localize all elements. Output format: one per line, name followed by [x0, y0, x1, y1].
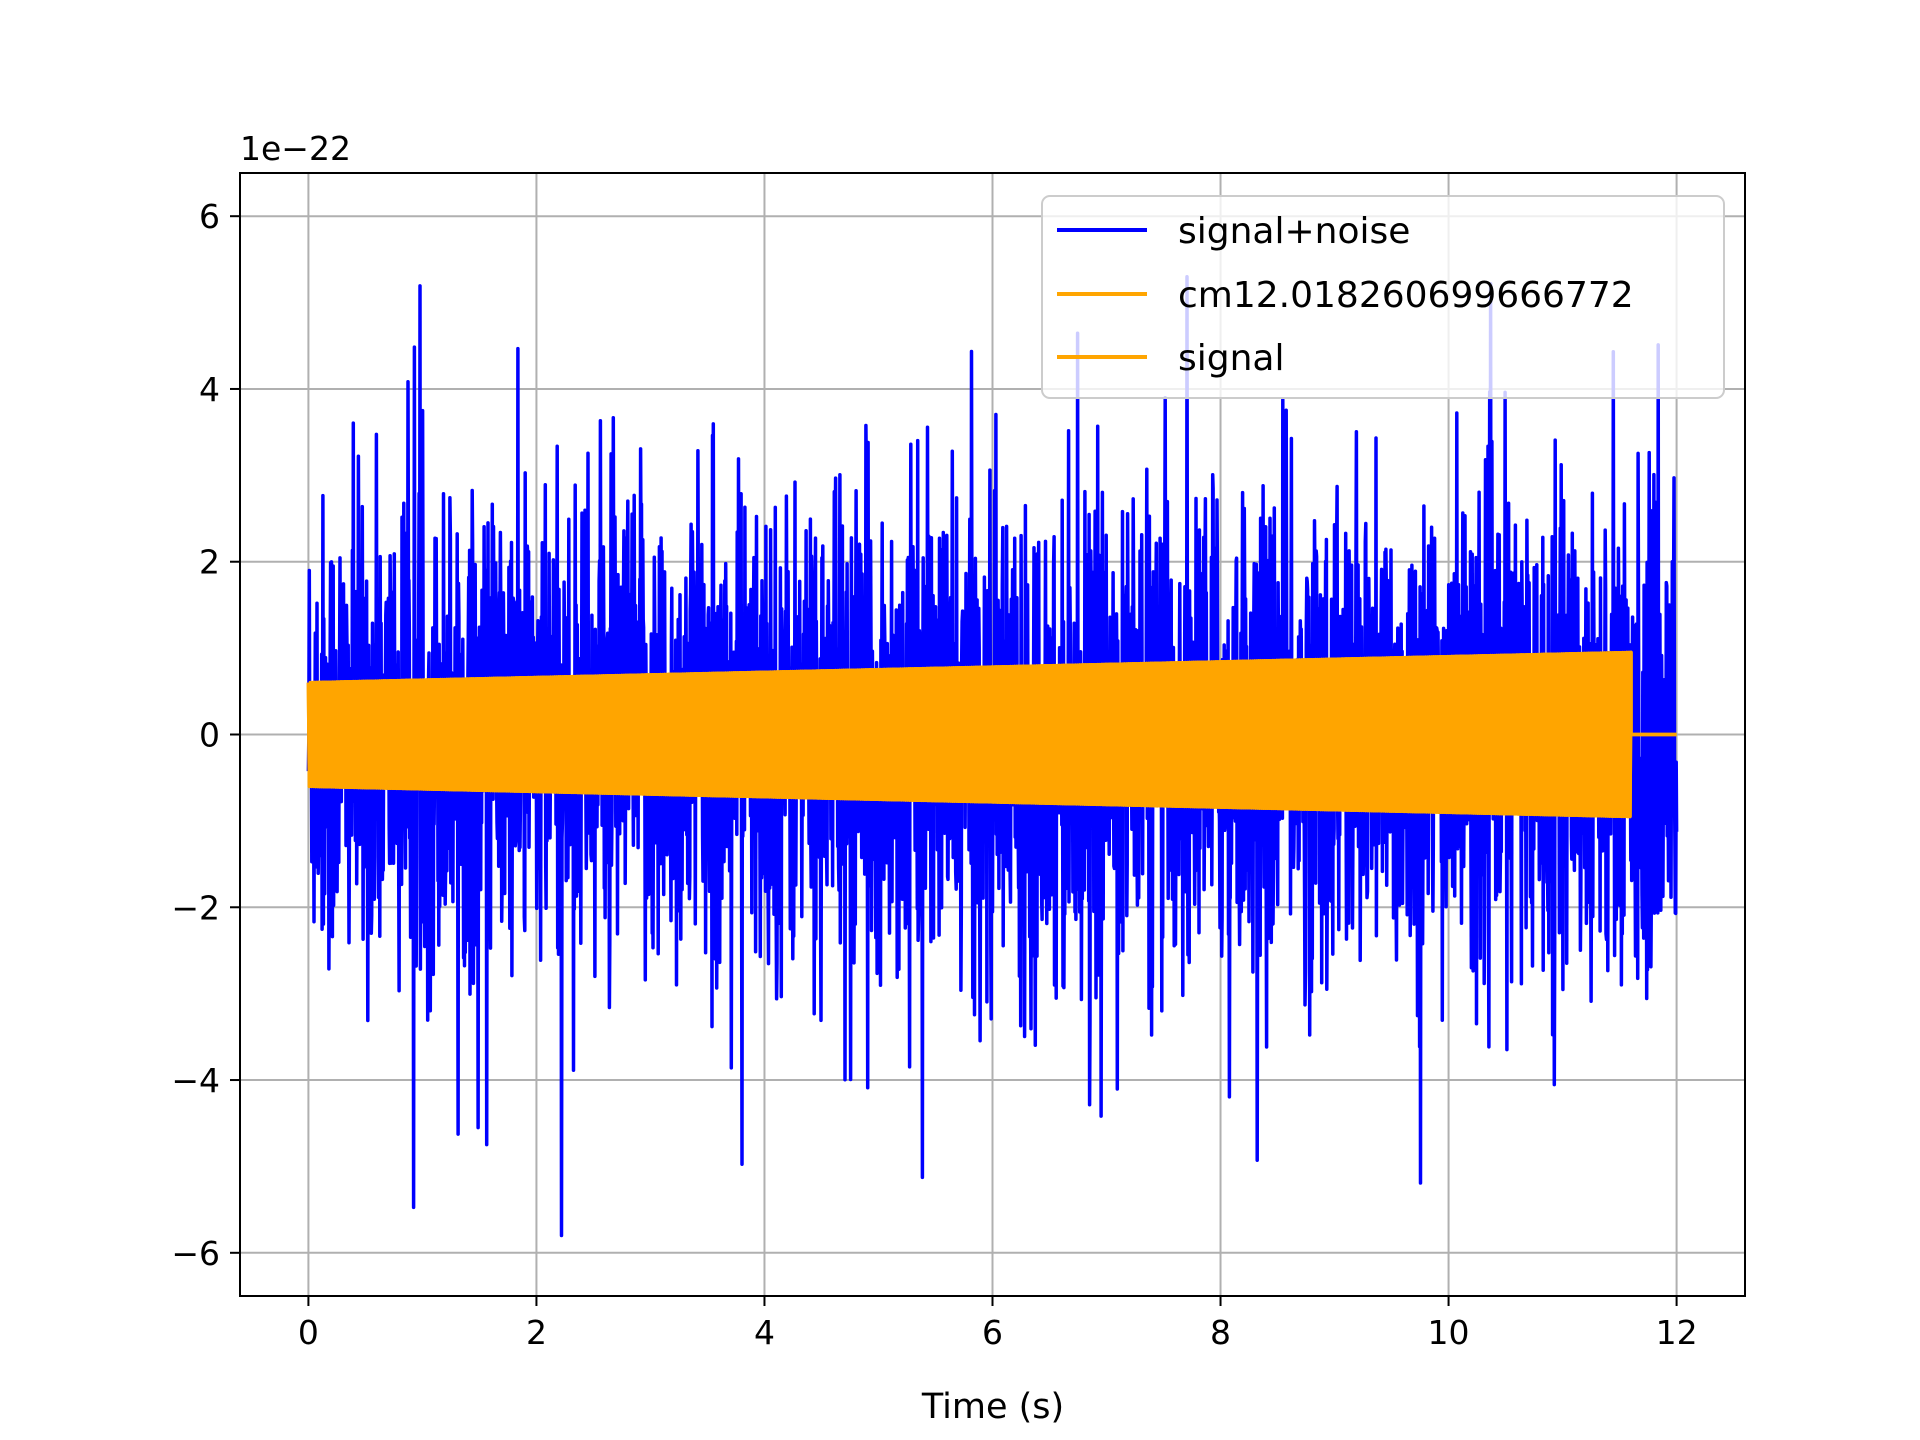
legend-label-signal: signal — [1178, 338, 1285, 379]
legend-label-signal-noise: signal+noise — [1178, 211, 1410, 252]
y-tick-label: 0 — [199, 716, 220, 755]
y-tick-label: 4 — [199, 370, 220, 409]
legend-label-cm: cm12.018260699666772 — [1178, 275, 1634, 316]
y-tick-label: −2 — [171, 888, 220, 927]
y-tick-label: 2 — [199, 543, 220, 582]
x-tick-label: 12 — [1656, 1313, 1698, 1352]
x-tick-label: 2 — [526, 1313, 547, 1352]
y-tick-label: −4 — [171, 1061, 220, 1100]
x-tick-label: 4 — [754, 1313, 775, 1352]
y-tick-label: 6 — [199, 197, 220, 236]
series-signal-line — [306, 650, 1677, 819]
y-offset-label: 1e−22 — [240, 129, 351, 168]
axis-ticks: 0 2 4 6 8 10 12 −6 −4 −2 0 2 4 6 — [171, 197, 1697, 1352]
x-tick-label: 10 — [1428, 1313, 1470, 1352]
legend-box — [1041, 195, 1725, 399]
x-axis-title: Time (s) — [921, 1387, 1064, 1427]
x-tick-label: 6 — [982, 1313, 1003, 1352]
x-tick-label: 8 — [1210, 1313, 1231, 1352]
series-layer — [306, 274, 1679, 1238]
x-tick-label: 0 — [298, 1313, 319, 1352]
y-tick-label: −6 — [171, 1234, 220, 1273]
legend: signal+noise cm12.018260699666772 signal — [1041, 195, 1725, 399]
